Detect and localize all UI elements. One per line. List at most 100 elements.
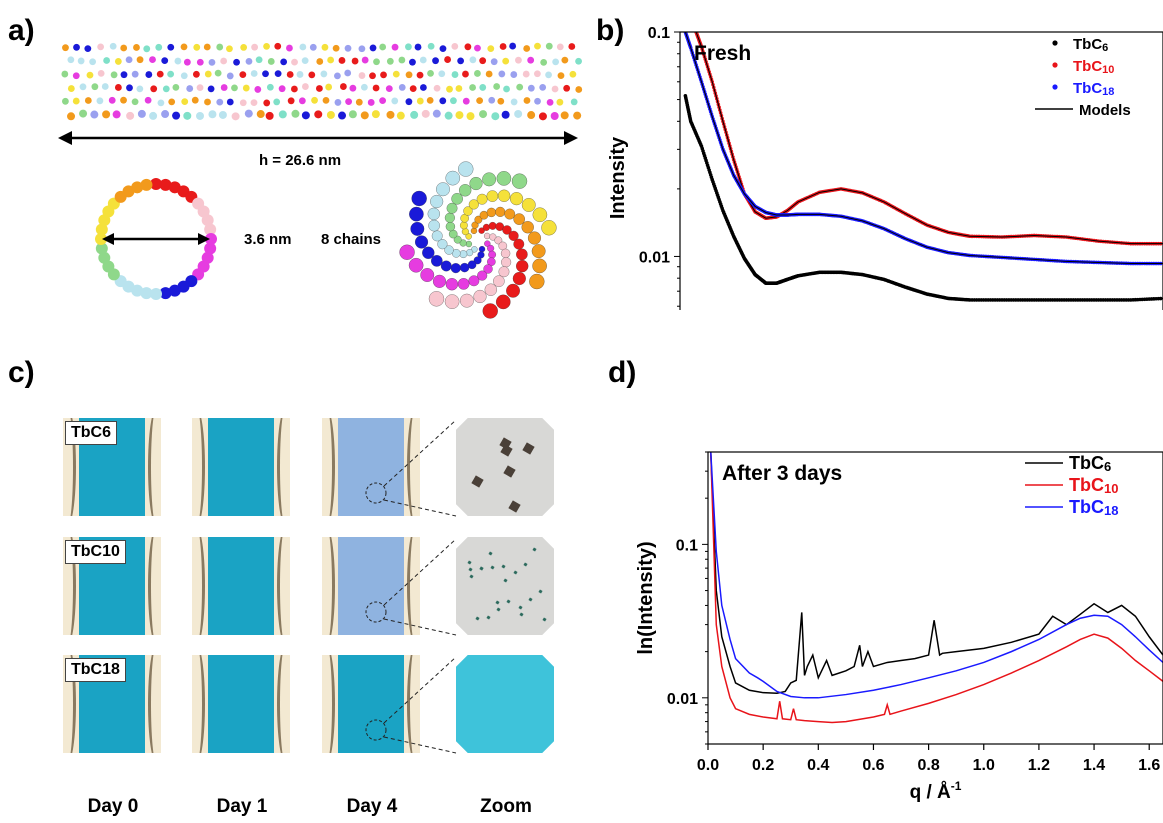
tube-bead [149, 111, 158, 120]
tube-bead [308, 71, 316, 79]
tube-bead [474, 44, 481, 52]
tube-bead [72, 97, 80, 105]
spiral-bead [482, 172, 497, 187]
tube-bead [339, 83, 347, 90]
vial-edge [63, 655, 76, 753]
spiral-bead [473, 256, 482, 265]
diameter-label: 3.6 nm [244, 231, 292, 248]
chart-annotation: Fresh [694, 42, 751, 65]
tube-bead [538, 112, 547, 121]
tube-bead [161, 57, 169, 65]
tube-bead [510, 98, 518, 106]
tube-bead [575, 86, 583, 93]
tube-bead [226, 45, 233, 53]
legend-label: TbC18 [1073, 80, 1114, 98]
series-TbC10 [694, 32, 1163, 246]
tube-bead [278, 85, 286, 93]
tube-bead [291, 58, 298, 66]
spiral-bead [428, 291, 445, 307]
spiral-bead [508, 230, 519, 241]
tube-bead [396, 111, 405, 120]
tube-bead [509, 42, 517, 50]
legend-label-sub: 10 [1102, 64, 1114, 76]
tube-bead [250, 99, 258, 107]
y-tick-label: 0.01 [667, 691, 698, 708]
spiral-bead [482, 223, 490, 231]
tube-bead [156, 70, 164, 78]
tube-bead [326, 110, 335, 119]
ring-bead [150, 288, 162, 300]
tube-bead [320, 70, 328, 78]
tube-bead [534, 97, 541, 105]
row-label: TbC6 [65, 421, 117, 445]
spiral-bead [501, 257, 512, 268]
tube-bead [469, 84, 476, 91]
tube-bead [180, 72, 188, 80]
spiral-bead [440, 260, 452, 272]
tube-bead [344, 44, 352, 52]
tube-bead [97, 43, 105, 51]
vial-photo [322, 655, 420, 753]
spiral-bead [431, 230, 443, 242]
tube-bead [84, 45, 92, 53]
tube-bead [240, 44, 248, 51]
tube-bead [89, 58, 97, 66]
crystal-speck [522, 442, 535, 455]
x-tick-label: 1.0 [973, 757, 995, 774]
tube-bead [338, 111, 347, 120]
spiral-bead [430, 194, 444, 209]
tube-bead [251, 43, 259, 51]
tube-bead [301, 57, 309, 65]
tube-bead [527, 84, 535, 92]
tube-bead [510, 71, 518, 78]
vial-photo [192, 537, 290, 635]
tube-bead [516, 83, 524, 91]
tube-bead [180, 43, 188, 51]
tube-bead [286, 71, 294, 78]
tube-bead [84, 97, 92, 104]
y-tick-label: 0.1 [648, 25, 670, 42]
tube-bead [464, 43, 472, 51]
tube-bead [416, 97, 424, 105]
tube-bead [573, 111, 582, 120]
spiral-bead-layer [399, 161, 557, 319]
spiral-bead [465, 240, 472, 248]
tube-bead-layer [61, 42, 583, 121]
ring-bead [131, 181, 144, 194]
tube-bead [570, 98, 578, 106]
tube-bead [204, 98, 211, 106]
tube-bead [73, 43, 80, 51]
vial-edge [192, 655, 205, 753]
spiral-bead [478, 227, 485, 234]
crystal-speck [495, 600, 500, 605]
spiral-bead [453, 235, 462, 244]
tube-bead [145, 71, 153, 78]
tube-bead [410, 110, 419, 119]
tube-bead [433, 84, 441, 92]
tube-bead [266, 83, 274, 91]
vial-edge [192, 537, 205, 635]
tube-bead [332, 44, 340, 52]
tube-bead [172, 111, 181, 120]
tube-bead [273, 98, 281, 106]
tube-bead [392, 70, 400, 78]
tube-bead [144, 96, 152, 104]
spiral-bead [432, 274, 447, 288]
tube-bead [355, 98, 363, 106]
spiral-bead [470, 227, 478, 234]
tube-bead [120, 96, 127, 104]
vial-edge [322, 655, 335, 753]
y-axis-label: Intensity [607, 136, 629, 219]
tube-bead [62, 44, 69, 52]
tube-bead [469, 56, 477, 64]
vial-liquid [338, 418, 404, 516]
chart-annotation: After 3 days [722, 462, 842, 485]
spiral-bead [483, 264, 493, 274]
spiral-bead [459, 184, 472, 197]
crystal-speck [528, 597, 533, 602]
tube-bead [474, 70, 481, 77]
tube-bead [86, 71, 94, 79]
tube-bead [344, 69, 352, 77]
ring-bead [95, 233, 107, 245]
tube-bead [479, 84, 487, 91]
